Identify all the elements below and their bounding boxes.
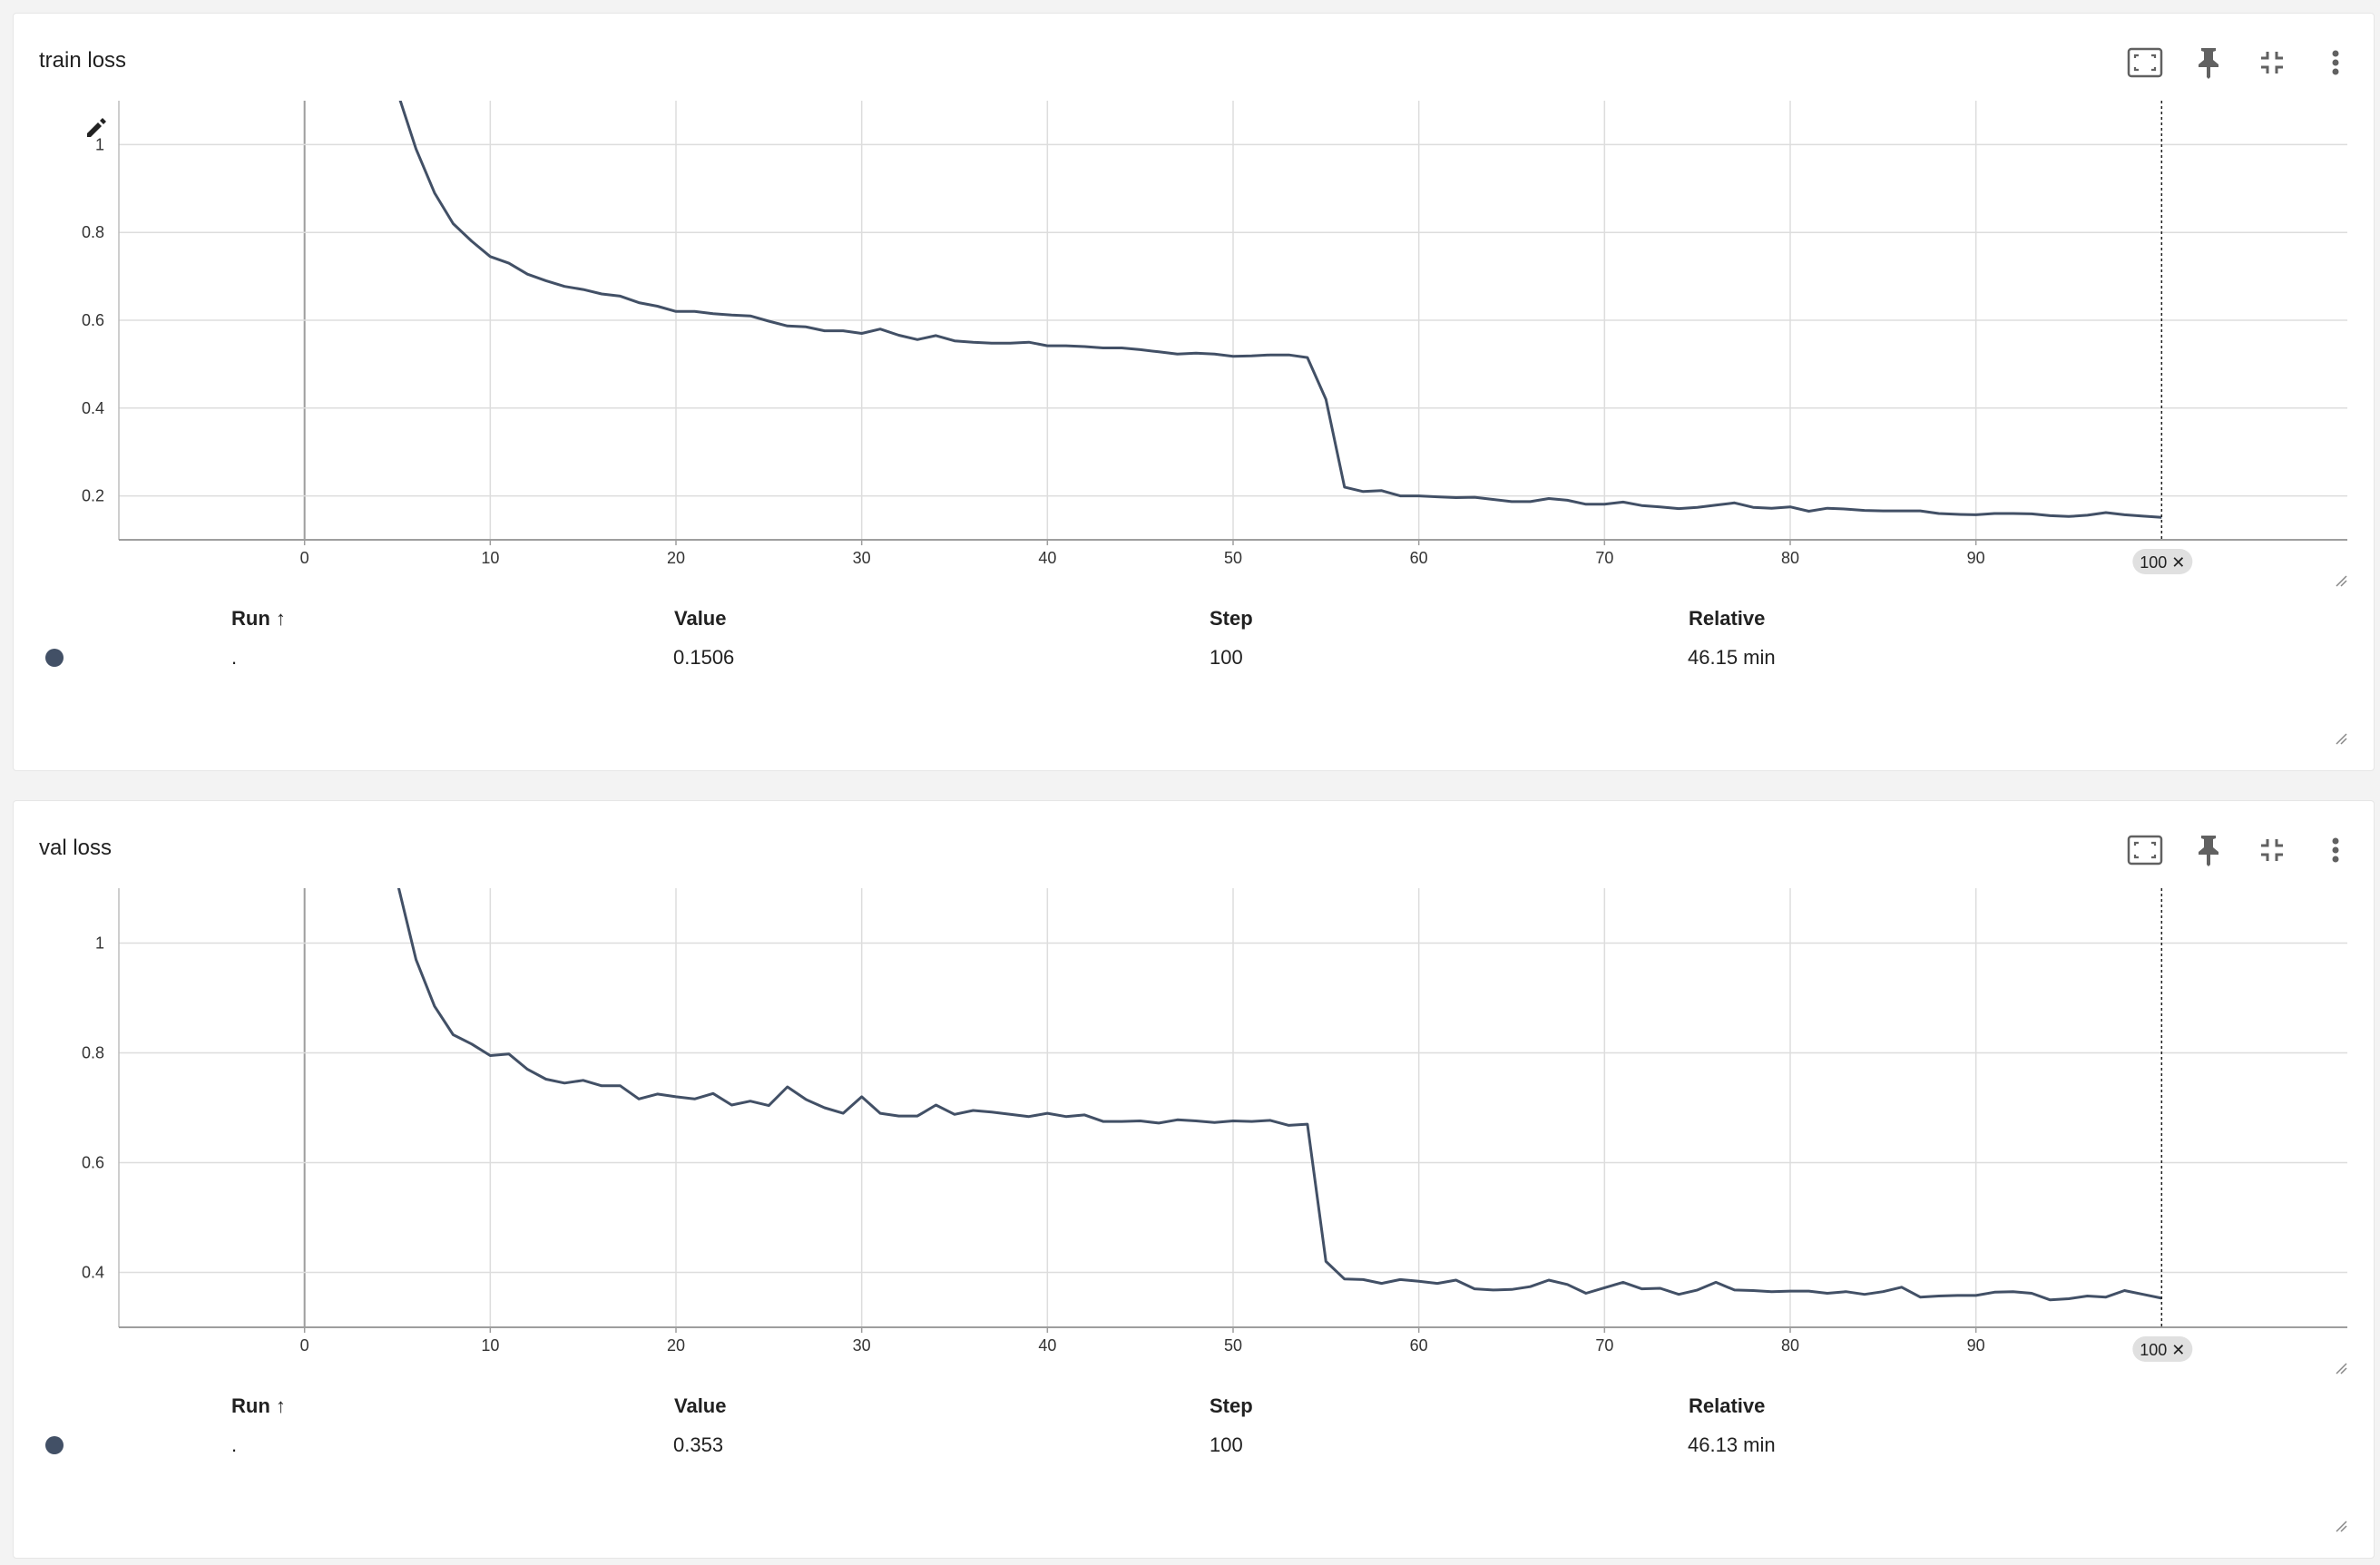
fullscreen-icon	[2127, 835, 2163, 866]
more-options-button[interactable]	[2314, 828, 2357, 872]
cell-value: 0.1506	[673, 646, 735, 669]
x-tick-label: 30	[853, 549, 871, 567]
step-badge: 100 ✕	[2132, 1336, 2193, 1362]
x-tick-label: 10	[481, 1336, 499, 1355]
resize-handle-icon[interactable]	[2335, 732, 2347, 745]
card-title: train loss	[39, 48, 127, 73]
line-chart[interactable]: 0.20.40.60.810 10 20 30 40 50 60 70 80 90 100 ✕	[14, 86, 2375, 612]
x-tick-label: 70	[1595, 1336, 1613, 1355]
fullscreen-icon	[2127, 47, 2163, 78]
x-tick-label: 60	[1410, 549, 1428, 567]
y-tick-label: 1	[95, 934, 104, 953]
step-badge: 100 ✕	[2132, 549, 2193, 574]
cell-step: 100	[1210, 646, 1243, 669]
x-tick-label: 70	[1595, 549, 1613, 567]
x-tick-label: 90	[1967, 549, 1985, 567]
pin-button[interactable]	[2187, 41, 2230, 84]
y-tick-label: 0.4	[82, 399, 104, 417]
line-chart[interactable]: 0.40.60.810 10 20 30 40 50 60 70 80 90 100 ✕	[14, 874, 2375, 1400]
y-tick-label: 0.8	[82, 223, 104, 241]
cell-relative: 46.13 min	[1688, 1433, 1776, 1456]
resize-handle-icon[interactable]	[2335, 574, 2347, 587]
collapse-button[interactable]	[2250, 828, 2294, 872]
column-header-value: Value	[674, 607, 727, 630]
card-toolbar	[2123, 828, 2357, 872]
y-tick-label: 0.8	[82, 1044, 104, 1062]
pin-button[interactable]	[2187, 828, 2230, 872]
pencil-icon[interactable]	[84, 115, 108, 139]
x-tick-label: 50	[1224, 549, 1242, 567]
step-badge-bg	[2132, 1336, 2193, 1362]
collapse-button[interactable]	[2250, 41, 2294, 84]
fullscreen-button[interactable]	[2123, 828, 2167, 872]
run-color-dot	[45, 1436, 64, 1454]
column-header-step: Step	[1210, 1394, 1253, 1417]
step-badge-label: 100 ✕	[2140, 1341, 2185, 1359]
x-tick-label: 50	[1224, 1336, 1242, 1355]
x-tick-label: 0	[300, 549, 309, 567]
series-line	[398, 101, 2162, 519]
cell-value: 0.353	[673, 1433, 724, 1456]
y-tick-label: 0.6	[82, 1154, 104, 1172]
x-tick-label: 10	[481, 549, 499, 567]
more-options-button[interactable]	[2314, 41, 2357, 84]
step-badge-bg	[2132, 549, 2193, 574]
scalar-card-val-loss: val loss 0.4 0.6 0.8 1 0 10 20 30 40 50 60 70 80 90 10…	[13, 800, 2375, 1559]
x-tick-label: 40	[1038, 549, 1056, 567]
cell-step: 100	[1210, 1433, 1243, 1456]
x-tick-label: 40	[1038, 1336, 1056, 1355]
card-title: val loss	[39, 836, 113, 860]
y-tick-label: 1	[95, 135, 104, 153]
cell-relative: 46.15 min	[1688, 646, 1776, 669]
pin-icon	[2199, 48, 2218, 79]
y-tick-label: 0.6	[82, 311, 104, 329]
column-header-relative: Relative	[1689, 1394, 1766, 1417]
x-tick-label: 80	[1781, 549, 1799, 567]
x-tick-label: 90	[1967, 1336, 1985, 1355]
x-tick-label: 0	[300, 1336, 309, 1355]
column-header-value: Value	[674, 1394, 727, 1417]
collapse-icon	[2261, 52, 2283, 73]
series-line	[397, 888, 2162, 1302]
cell-run: .	[231, 646, 238, 669]
column-header-run[interactable]: Run ↑	[231, 1394, 286, 1417]
scalar-card-train-loss: train loss 0.2 0.4 0.6 0.8 1 0 10 20 30 40 50 60 70 8…	[13, 13, 2375, 771]
resize-handle-icon[interactable]	[2335, 1362, 2347, 1374]
x-tick-label: 80	[1781, 1336, 1799, 1355]
more-vert-icon	[2332, 50, 2339, 75]
column-header-relative: Relative	[1689, 607, 1766, 630]
card-toolbar	[2123, 41, 2357, 84]
column-header-step: Step	[1210, 607, 1253, 630]
y-tick-label: 0.4	[82, 1264, 104, 1282]
pin-icon	[2199, 836, 2218, 866]
x-tick-label: 60	[1410, 1336, 1428, 1355]
x-tick-label: 20	[667, 549, 685, 567]
run-color-dot	[45, 649, 64, 667]
resize-handle-icon[interactable]	[2335, 1520, 2347, 1532]
x-tick-label: 20	[667, 1336, 685, 1355]
collapse-icon	[2261, 839, 2283, 861]
cell-run: .	[231, 1433, 238, 1456]
fullscreen-button[interactable]	[2123, 41, 2167, 84]
step-badge-label: 100 ✕	[2140, 553, 2185, 572]
y-tick-label: 0.2	[82, 487, 104, 505]
column-header-run[interactable]: Run ↑	[231, 607, 286, 630]
x-tick-label: 30	[853, 1336, 871, 1355]
more-vert-icon	[2332, 837, 2339, 863]
